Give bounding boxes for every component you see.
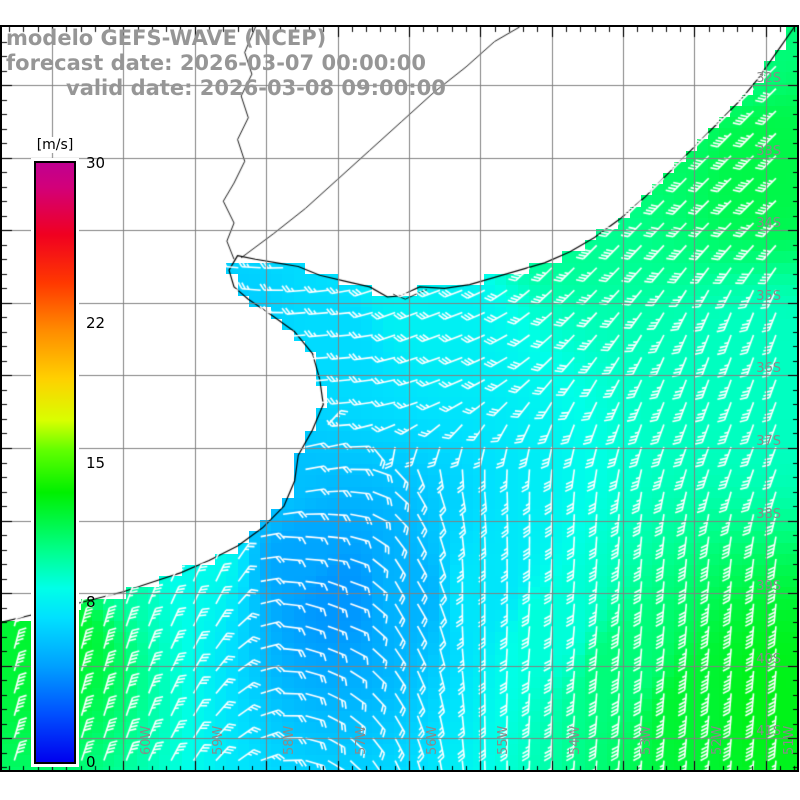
colorbar-tick-15: 15 xyxy=(86,453,106,472)
lat-label-40s: 40S xyxy=(756,651,781,667)
lat-label-33s: 33S xyxy=(756,143,781,159)
lon-label-55w: 55W xyxy=(496,725,512,755)
lat-label-38s: 38S xyxy=(756,506,781,522)
lat-label-36s: 36S xyxy=(756,361,781,377)
lon-label-52w: 52W xyxy=(710,725,726,755)
colorbar-unit-label: [m/s] xyxy=(29,137,81,153)
lat-label-37s: 37S xyxy=(756,433,781,449)
lon-label-56w: 56W xyxy=(424,725,440,755)
lat-label-35s: 35S xyxy=(756,288,781,304)
lon-label-57w: 57W xyxy=(353,725,369,755)
lat-label-39s: 39S xyxy=(756,579,781,595)
colorbar-tick-30: 30 xyxy=(86,154,106,172)
colorbar-gradient xyxy=(36,163,74,762)
colorbar-tick-8: 8 xyxy=(86,593,96,612)
lon-label-60w: 60W xyxy=(139,725,155,755)
lon-label-54w: 54W xyxy=(567,725,583,755)
lat-label-32s: 32S xyxy=(756,71,781,87)
colorbar-tick-22: 22 xyxy=(86,313,106,332)
lon-label-58w: 58W xyxy=(282,725,298,755)
lat-label-41s: 41S xyxy=(756,724,781,740)
lon-label-59w: 59W xyxy=(210,725,226,755)
lat-lon-gridlines xyxy=(2,27,797,770)
colorbar: [m/s] xyxy=(29,137,81,767)
lat-label-34s: 34S xyxy=(756,216,781,232)
lon-label-53w: 53W xyxy=(639,725,655,755)
colorbar-tick-0: 0 xyxy=(86,753,96,771)
lon-label-51w: 51W xyxy=(781,725,797,755)
colorbar-box xyxy=(31,158,79,767)
